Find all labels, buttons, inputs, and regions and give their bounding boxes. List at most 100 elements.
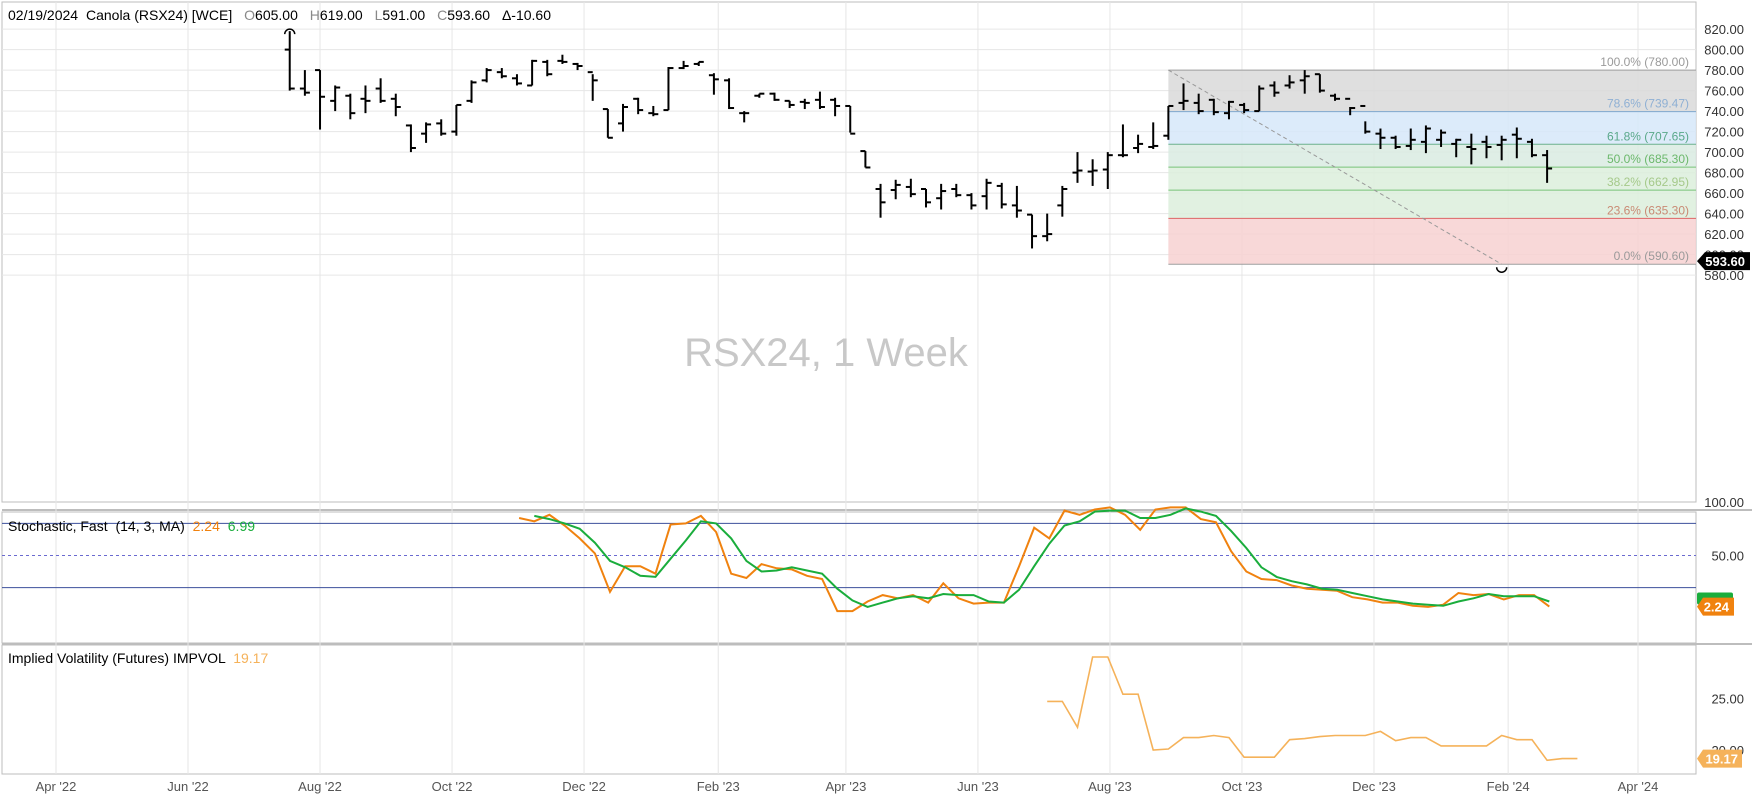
- swing-low-marker: [1495, 267, 1508, 273]
- price-axis: 580.00600.00620.00640.00660.00680.00700.…: [1697, 22, 1750, 283]
- ohlc-bar: [1163, 104, 1174, 140]
- ohlc-bar: [572, 62, 583, 71]
- impvol-value: 19.17: [233, 650, 268, 666]
- last-price-label: 593.60: [1705, 254, 1745, 269]
- ohlc-bar: [1042, 213, 1053, 242]
- ohlc-bar: [284, 31, 295, 91]
- ohlc-bar: [315, 69, 326, 130]
- header-high: 619.00: [320, 7, 363, 23]
- ohlc-bar: [405, 124, 416, 153]
- ohlc-bar: [981, 178, 992, 210]
- x-tick-label: Oct '22: [432, 779, 473, 794]
- fib-zone: [1168, 167, 1696, 191]
- ohlc-bar: [1420, 125, 1431, 154]
- price-tick-label: 740.00: [1704, 104, 1744, 119]
- ohlc-bar: [966, 193, 977, 210]
- ohlc-bar: [330, 85, 341, 112]
- ohlc-bar: [936, 183, 947, 210]
- header-name: Canola (RSX24) [WCE]: [86, 7, 232, 23]
- fib-level-label: 50.0% (685.30): [1607, 152, 1689, 166]
- x-tick-label: Feb '23: [697, 779, 740, 794]
- ohlc-bar: [890, 179, 901, 200]
- fib-level-label: 0.0% (590.60): [1614, 249, 1689, 263]
- ohlc-bar: [618, 103, 629, 132]
- ohlc-bar: [375, 78, 386, 103]
- x-tick-label: Apr '22: [36, 779, 77, 794]
- ohlc-bar: [769, 92, 780, 101]
- impvol-tick-label: 25.00: [1711, 691, 1744, 706]
- ohlc-bar: [1148, 122, 1159, 150]
- price-tick-label: 680.00: [1704, 166, 1744, 181]
- ohlc-bar: [1193, 93, 1204, 115]
- ohlc-bar: [1390, 135, 1401, 150]
- price-tick-label: 700.00: [1704, 145, 1744, 160]
- x-tick-label: Oct '23: [1222, 779, 1263, 794]
- fib-level-label: 78.6% (739.47): [1607, 97, 1689, 111]
- fib-zone: [1168, 111, 1696, 145]
- chart-header: 02/19/2024 Canola (RSX24) [WCE] O605.00 …: [8, 7, 551, 23]
- ohlc-bar: [511, 74, 522, 86]
- ohlc-bar: [1254, 85, 1265, 113]
- header-change: Δ-10.60: [502, 7, 551, 23]
- impvol-tag-label: 19.17: [1705, 752, 1738, 767]
- fib-zone: [1168, 190, 1696, 219]
- fib-level-label: 23.6% (635.30): [1607, 203, 1689, 217]
- stoch-tick-label: 100.00: [1704, 495, 1744, 510]
- x-tick-label: Dec '22: [562, 779, 606, 794]
- ohlc-bar: [1345, 97, 1356, 116]
- stoch-tick-label: 50.00: [1711, 549, 1744, 564]
- fib-retracement[interactable]: 100.0% (780.00) 78.6% (739.47) 61.8% (707.…: [1168, 55, 1696, 265]
- price-bars[interactable]: [283, 28, 1553, 273]
- ohlc-bar: [1223, 100, 1234, 120]
- ohlc-bar: [1117, 124, 1128, 158]
- x-axis: Apr '22 Jun '22 Aug '22 Oct '22 Dec '22 Feb '…: [36, 779, 1659, 794]
- x-tick-label: Apr '24: [1618, 779, 1659, 794]
- fib-zone: [1168, 144, 1696, 168]
- ohlc-bar: [875, 183, 886, 218]
- ohlc-bar: [1451, 138, 1462, 158]
- ohlc-bar: [1526, 138, 1537, 158]
- price-tick-label: 620.00: [1704, 227, 1744, 242]
- fib-trendline: [1168, 69, 1502, 265]
- ohlc-bar: [1072, 152, 1083, 183]
- ohlc-bar: [466, 80, 477, 103]
- fib-level-label: 38.2% (662.95): [1607, 175, 1689, 189]
- ohlc-bar: [481, 68, 492, 83]
- ohlc-bar: [390, 93, 401, 117]
- header-open: 605.00: [255, 7, 298, 23]
- stoch-d-value: 6.99: [228, 518, 255, 534]
- price-tick-label: 720.00: [1704, 125, 1744, 140]
- ohlc-bar: [1057, 185, 1068, 217]
- ohlc-bar: [421, 122, 432, 143]
- ohlc-bar: [951, 183, 962, 198]
- stoch-name: Stochastic, Fast: [8, 518, 108, 534]
- ohlc-bar: [1314, 73, 1325, 93]
- ohlc-bar: [784, 99, 795, 109]
- ohlc-bar: [1360, 104, 1371, 134]
- ohlc-bar: [360, 85, 371, 114]
- ohlc-bar: [602, 108, 613, 139]
- ohlc-bar: [830, 97, 841, 117]
- ohlc-bar: [754, 92, 765, 98]
- ohlc-bar: [996, 182, 1007, 209]
- x-tick-label: Dec '23: [1352, 779, 1396, 794]
- stoch-d-line: [534, 507, 1550, 608]
- impvol-tag: [1697, 749, 1742, 768]
- ohlc-bar: [1542, 150, 1553, 183]
- ohlc-bar: [345, 93, 356, 120]
- ohlc-bar: [527, 59, 538, 87]
- header-close-label: C: [437, 7, 447, 23]
- ohlc-bar: [436, 119, 447, 136]
- ohlc-bar: [1133, 134, 1144, 154]
- stoch-title: Stochastic, Fast (14, 3, MA) 2.24 6.99: [8, 518, 255, 534]
- ohlc-bar: [905, 178, 916, 198]
- stochastic-panel[interactable]: 50.00 100.00 2.24: [2, 495, 1744, 616]
- ohlc-bar: [708, 73, 719, 95]
- watermark: RSX24, 1 Week: [684, 331, 969, 375]
- ohlc-bar: [1208, 98, 1219, 116]
- price-tick-label: 760.00: [1704, 84, 1744, 99]
- x-tick-label: Jun '23: [957, 779, 999, 794]
- ohlc-bar: [693, 60, 704, 66]
